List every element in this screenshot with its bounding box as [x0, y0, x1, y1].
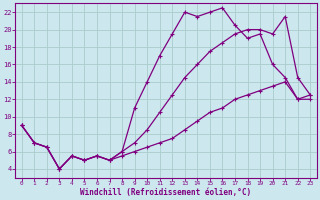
X-axis label: Windchill (Refroidissement éolien,°C): Windchill (Refroidissement éolien,°C) [80, 188, 252, 197]
